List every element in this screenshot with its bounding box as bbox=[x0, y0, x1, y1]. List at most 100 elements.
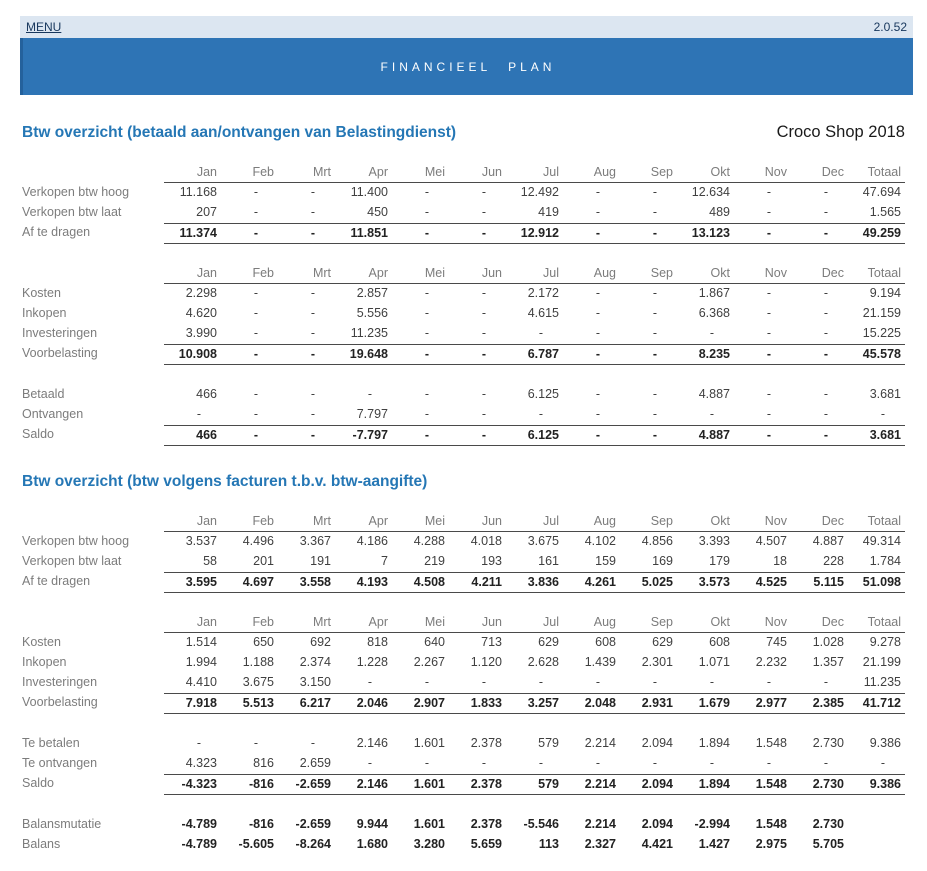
value-cell: 11.235 bbox=[863, 675, 901, 689]
value-cell: 19.648 bbox=[335, 344, 392, 365]
value-cell: 12.492 bbox=[520, 185, 559, 199]
value-cell: - bbox=[766, 407, 771, 421]
value-cell: - bbox=[652, 675, 657, 689]
value-cell: 1.565 bbox=[869, 205, 901, 219]
column-header: Jul bbox=[506, 264, 563, 284]
value-cell: 2.298 bbox=[185, 286, 217, 300]
value-cell: 466 bbox=[196, 387, 217, 401]
table-block: Betaald 466- - - - -6.125- -4.887- -3.681 Ontvan… bbox=[22, 385, 927, 446]
value-cell: 2.730 bbox=[812, 736, 844, 750]
value-cell: 9.386 bbox=[848, 774, 905, 795]
header-spacer-cell bbox=[22, 163, 164, 183]
column-header: Aug bbox=[563, 512, 620, 532]
value-cell: 450 bbox=[367, 205, 388, 219]
column-header: Feb bbox=[221, 264, 278, 284]
value-cell: 1.439 bbox=[584, 655, 616, 669]
table-row: Te ontvangen 4.323 816 2.659 - - - - - - - - - - bbox=[22, 754, 927, 774]
value-cell: 3.573 bbox=[677, 572, 734, 593]
value-cell: - bbox=[766, 387, 771, 401]
value-cell bbox=[848, 835, 905, 855]
table-header-row: Jan Feb Mrt Apr Mei Jun Jul Aug Sep Okt Nov Dec Tota… bbox=[22, 512, 927, 532]
value-cell: 228 bbox=[823, 554, 844, 568]
value-cell: - bbox=[424, 407, 429, 421]
value-cell: 4.620 bbox=[185, 306, 217, 320]
value-cell: 2.378 bbox=[470, 817, 502, 831]
value-cell: 5.025 bbox=[620, 572, 677, 593]
value-cell: - bbox=[481, 326, 486, 340]
value-cell: - bbox=[620, 344, 677, 365]
value-cell: 3.990 bbox=[185, 326, 217, 340]
value-cell: 4.496 bbox=[242, 534, 274, 548]
value-cell: - bbox=[823, 407, 828, 421]
value-cell: 489 bbox=[709, 205, 730, 219]
value-cell: 629 bbox=[538, 635, 559, 649]
value-cell: 7.918 bbox=[164, 693, 221, 714]
value-cell: 579 bbox=[506, 774, 563, 795]
table-row: Af te dragen 3.595 4.697 3.558 4.193 4.508 4.2… bbox=[22, 572, 927, 593]
value-cell: 4.887 bbox=[677, 425, 734, 446]
value-cell: - bbox=[424, 756, 429, 770]
value-cell: 207 bbox=[196, 205, 217, 219]
section-header: Btw overzicht (betaald aan/ontvangen van… bbox=[22, 123, 905, 142]
table-row: Saldo -4.323 -816 -2.659 2.146 1.601 2.378 579 2… bbox=[22, 774, 927, 795]
column-header: Feb bbox=[221, 163, 278, 183]
value-cell: 2.232 bbox=[755, 655, 787, 669]
value-cell: - bbox=[652, 407, 657, 421]
row-label: Investeringen bbox=[22, 326, 98, 340]
value-cell: - bbox=[310, 387, 315, 401]
value-cell: - bbox=[253, 185, 258, 199]
value-cell: 1.548 bbox=[755, 817, 787, 831]
value-cell: 12.912 bbox=[506, 223, 563, 244]
value-cell: -7.797 bbox=[335, 425, 392, 446]
column-header: Nov bbox=[734, 264, 791, 284]
value-cell: 4.421 bbox=[641, 837, 673, 851]
column-header: Jan bbox=[164, 163, 221, 183]
column-header: Mrt bbox=[278, 613, 335, 633]
column-header: Mei bbox=[392, 163, 449, 183]
row-label: Inkopen bbox=[22, 655, 67, 669]
table-row: Verkopen btw laat 58 201 191 7 219 193 161 159 16… bbox=[22, 552, 927, 572]
value-cell: - bbox=[823, 306, 828, 320]
value-cell: - bbox=[652, 286, 657, 300]
value-cell: - bbox=[823, 185, 828, 199]
value-cell: -8.264 bbox=[295, 837, 331, 851]
value-cell: 1.120 bbox=[470, 655, 502, 669]
column-header: Jul bbox=[506, 163, 563, 183]
table-row: Te betalen - - - 2.146 1.601 2.378 579 2.214 2.09… bbox=[22, 734, 927, 754]
value-cell: 1.679 bbox=[677, 693, 734, 714]
value-cell: 2.327 bbox=[584, 837, 616, 851]
value-cell: 2.094 bbox=[620, 774, 677, 795]
value-cell: - bbox=[709, 326, 714, 340]
value-cell: - bbox=[563, 223, 620, 244]
row-label: Verkopen btw laat bbox=[22, 554, 122, 568]
value-cell: - bbox=[766, 205, 771, 219]
column-header: Dec bbox=[791, 613, 848, 633]
value-cell: 6.125 bbox=[506, 425, 563, 446]
value-cell: 113 bbox=[538, 837, 559, 851]
value-cell: 4.697 bbox=[221, 572, 278, 593]
value-cell bbox=[848, 815, 905, 835]
value-cell: -5.546 bbox=[523, 817, 559, 831]
value-cell: 1.228 bbox=[356, 655, 388, 669]
value-cell: 7.797 bbox=[356, 407, 388, 421]
value-cell: 608 bbox=[709, 635, 730, 649]
value-cell: - bbox=[538, 326, 543, 340]
value-cell: 49.259 bbox=[848, 223, 905, 244]
value-cell: 18 bbox=[773, 554, 787, 568]
value-cell: 2.385 bbox=[791, 693, 848, 714]
menu-link[interactable]: MENU bbox=[26, 20, 62, 34]
value-cell: 3.558 bbox=[278, 572, 335, 593]
value-cell: 15.225 bbox=[862, 326, 901, 340]
value-cell: 816 bbox=[253, 756, 274, 770]
value-cell: - bbox=[424, 387, 429, 401]
table-row: Balansmutatie -4.789 -816 -2.659 9.944 1.601 2… bbox=[22, 815, 927, 835]
value-cell: 3.257 bbox=[506, 693, 563, 714]
top-bar: MENU 2.0.52 bbox=[20, 16, 913, 38]
value-cell: 159 bbox=[595, 554, 616, 568]
section-heading: Btw overzicht (btw volgens facturen t.b.… bbox=[22, 473, 428, 490]
value-cell: 4.102 bbox=[584, 534, 616, 548]
value-cell: 3.393 bbox=[698, 534, 730, 548]
value-cell: - bbox=[253, 286, 258, 300]
value-cell: - bbox=[392, 425, 449, 446]
value-cell: 2.659 bbox=[299, 756, 331, 770]
